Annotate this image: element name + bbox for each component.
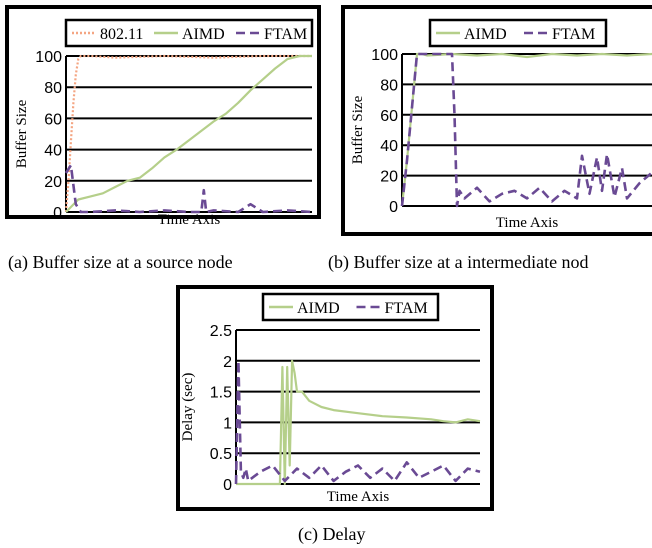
y-tick-label: 60 bbox=[44, 111, 62, 128]
series-line-802-11 bbox=[64, 54, 312, 213]
y-tick-label: 1 bbox=[223, 415, 232, 432]
y-tick-label: 40 bbox=[44, 143, 62, 160]
legend-label: AIMD bbox=[464, 26, 507, 43]
y-tick-label: 2.5 bbox=[210, 323, 232, 340]
y-axis-label: Buffer Size bbox=[350, 95, 366, 164]
y-axis-label: Buffer Size bbox=[14, 99, 30, 168]
y-tick-label: 80 bbox=[44, 80, 62, 97]
legend-box bbox=[64, 18, 314, 48]
y-tick-label: 0 bbox=[53, 205, 62, 222]
series-line-aimd bbox=[236, 359, 481, 486]
x-axis-label: Time Axis bbox=[496, 215, 559, 231]
series-line-aimd bbox=[65, 54, 312, 213]
y-tick-label: 60 bbox=[380, 108, 398, 125]
chart-svg-a: 0 20 40 60 80 100 Time Axis Buffer Size 802.11 AI… bbox=[14, 18, 314, 228]
chart-frame-c bbox=[176, 285, 494, 511]
x-axis-label: Time Axis bbox=[327, 489, 390, 505]
caption-c: (c) Delay bbox=[298, 524, 366, 544]
y-tick-label: 20 bbox=[44, 174, 62, 191]
chart-panel-c: 0 0.5 1 1.5 2 2.5 Time Axis Delay (sec) AIMD FTAM… bbox=[176, 285, 496, 548]
caption-a: (a) Buffer size at a source node bbox=[8, 252, 233, 272]
y-tick-label: 40 bbox=[380, 138, 398, 155]
chart-svg-c: 0 0.5 1 1.5 2 2.5 Time Axis Delay (sec) AIMD FTAM bbox=[180, 292, 481, 505]
y-tick-label: 0 bbox=[223, 477, 232, 494]
y-tick-label: 1.5 bbox=[210, 385, 232, 402]
caption-b: (b) Buffer size at a intermediate nod bbox=[328, 252, 589, 272]
series-line-ftam bbox=[234, 359, 481, 485]
series-line-aimd bbox=[400, 52, 652, 207]
y-tick-label: 0.5 bbox=[210, 446, 232, 463]
legend-label: FTAM bbox=[385, 300, 428, 317]
legend-label: 802.11 bbox=[100, 26, 143, 43]
legend-label: AIMD bbox=[297, 300, 340, 317]
legend-label: FTAM bbox=[264, 26, 307, 43]
y-tick-label: 100 bbox=[35, 49, 62, 66]
series-line-ftam bbox=[400, 52, 652, 208]
series-line-ftam bbox=[64, 163, 313, 214]
y-tick-label: 100 bbox=[371, 47, 398, 64]
y-tick-label: 20 bbox=[380, 169, 398, 186]
chart-panel-a: 0 20 40 60 80 100 Time Axis Buffer Size 802.11 AI… bbox=[0, 0, 321, 280]
y-tick-label: 2 bbox=[223, 354, 232, 371]
y-axis-label: Delay (sec) bbox=[180, 373, 196, 442]
y-tick-label: 80 bbox=[380, 77, 398, 94]
chart-svg-b: 0 20 40 60 80 100 Time Axis Buffer Size AIMD FTAM bbox=[350, 18, 652, 231]
legend-label: FTAM bbox=[552, 26, 595, 43]
legend-label: AIMD bbox=[182, 26, 225, 43]
x-axis-label: Time Axis bbox=[158, 212, 221, 228]
chart-panel-b: 0 20 40 60 80 100 Time Axis Buffer Size AIMD FTAM… bbox=[328, 0, 652, 280]
y-tick-label: 0 bbox=[389, 199, 398, 216]
